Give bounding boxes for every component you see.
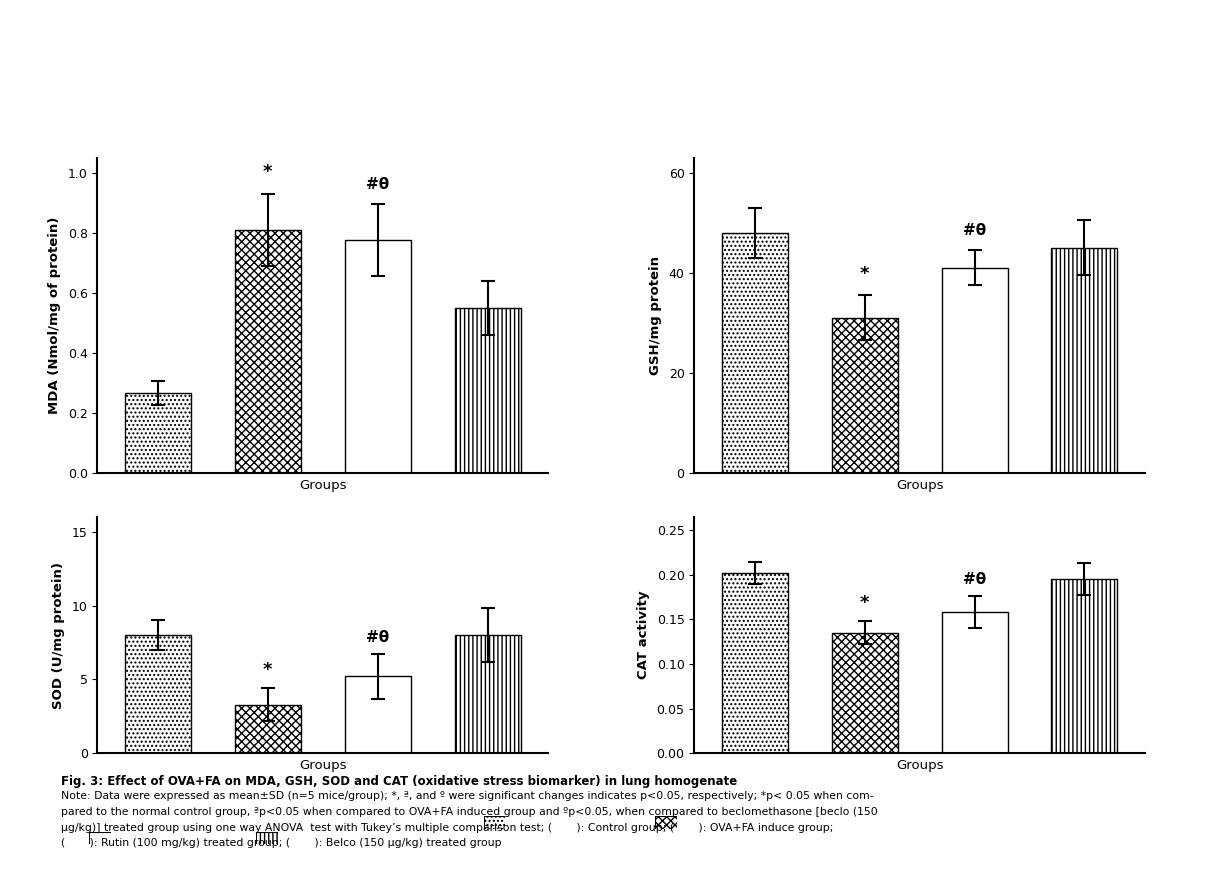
Y-axis label: GSH/mg protein: GSH/mg protein: [649, 256, 661, 375]
Text: pared to the normal control group, ªp<0.05 when compared to OVA+FA induced group: pared to the normal control group, ªp<0.…: [61, 807, 878, 816]
Bar: [942, 268, 1007, 473]
Bar: [125, 393, 191, 473]
Bar: [1051, 579, 1117, 753]
Y-axis label: MDA (Nmol/mg of protein): MDA (Nmol/mg of protein): [48, 216, 61, 414]
Text: #θ: #θ: [367, 630, 390, 645]
X-axis label: Groups: Groups: [896, 759, 943, 772]
Bar: [722, 573, 788, 753]
Bar: [454, 635, 520, 753]
Bar: [454, 307, 520, 473]
X-axis label: Groups: Groups: [896, 478, 943, 491]
Bar: [722, 233, 788, 473]
Bar: [235, 704, 301, 753]
Y-axis label: CAT activity: CAT activity: [637, 590, 649, 680]
X-axis label: Groups: Groups: [300, 759, 346, 772]
Bar: [942, 612, 1007, 753]
Text: #θ: #θ: [963, 572, 987, 587]
Text: *: *: [860, 594, 870, 611]
Text: *: *: [860, 265, 870, 283]
Text: Note: Data were expressed as mean±SD (n=5 mice/group); *, ª, and º were signific: Note: Data were expressed as mean±SD (n=…: [61, 791, 873, 801]
X-axis label: Groups: Groups: [300, 478, 346, 491]
Text: (       ): Rutin (100 mg/kg) treated group; (       ): Belco (150 μg/kg) treated: ( ): Rutin (100 mg/kg) treated group; ( …: [61, 838, 502, 848]
Text: #θ: #θ: [367, 177, 390, 192]
Text: *: *: [263, 163, 273, 181]
Bar: [125, 635, 191, 753]
Bar: [832, 632, 898, 753]
Text: Fig. 3: Effect of OVA+FA on MDA, GSH, SOD and CAT (oxidative stress biomarker) i: Fig. 3: Effect of OVA+FA on MDA, GSH, SO…: [61, 775, 737, 788]
Text: μg/kg)] treated group using one way ANOVA  test with Tukey’s multiple comparison: μg/kg)] treated group using one way ANOV…: [61, 823, 833, 832]
Bar: [345, 240, 410, 473]
Bar: [832, 318, 898, 473]
Bar: [345, 676, 410, 753]
Bar: [235, 230, 301, 473]
Text: #θ: #θ: [963, 223, 987, 237]
Y-axis label: SOD (U/mg protein): SOD (U/mg protein): [52, 562, 65, 709]
Text: *: *: [263, 661, 273, 679]
Bar: [1051, 248, 1117, 473]
